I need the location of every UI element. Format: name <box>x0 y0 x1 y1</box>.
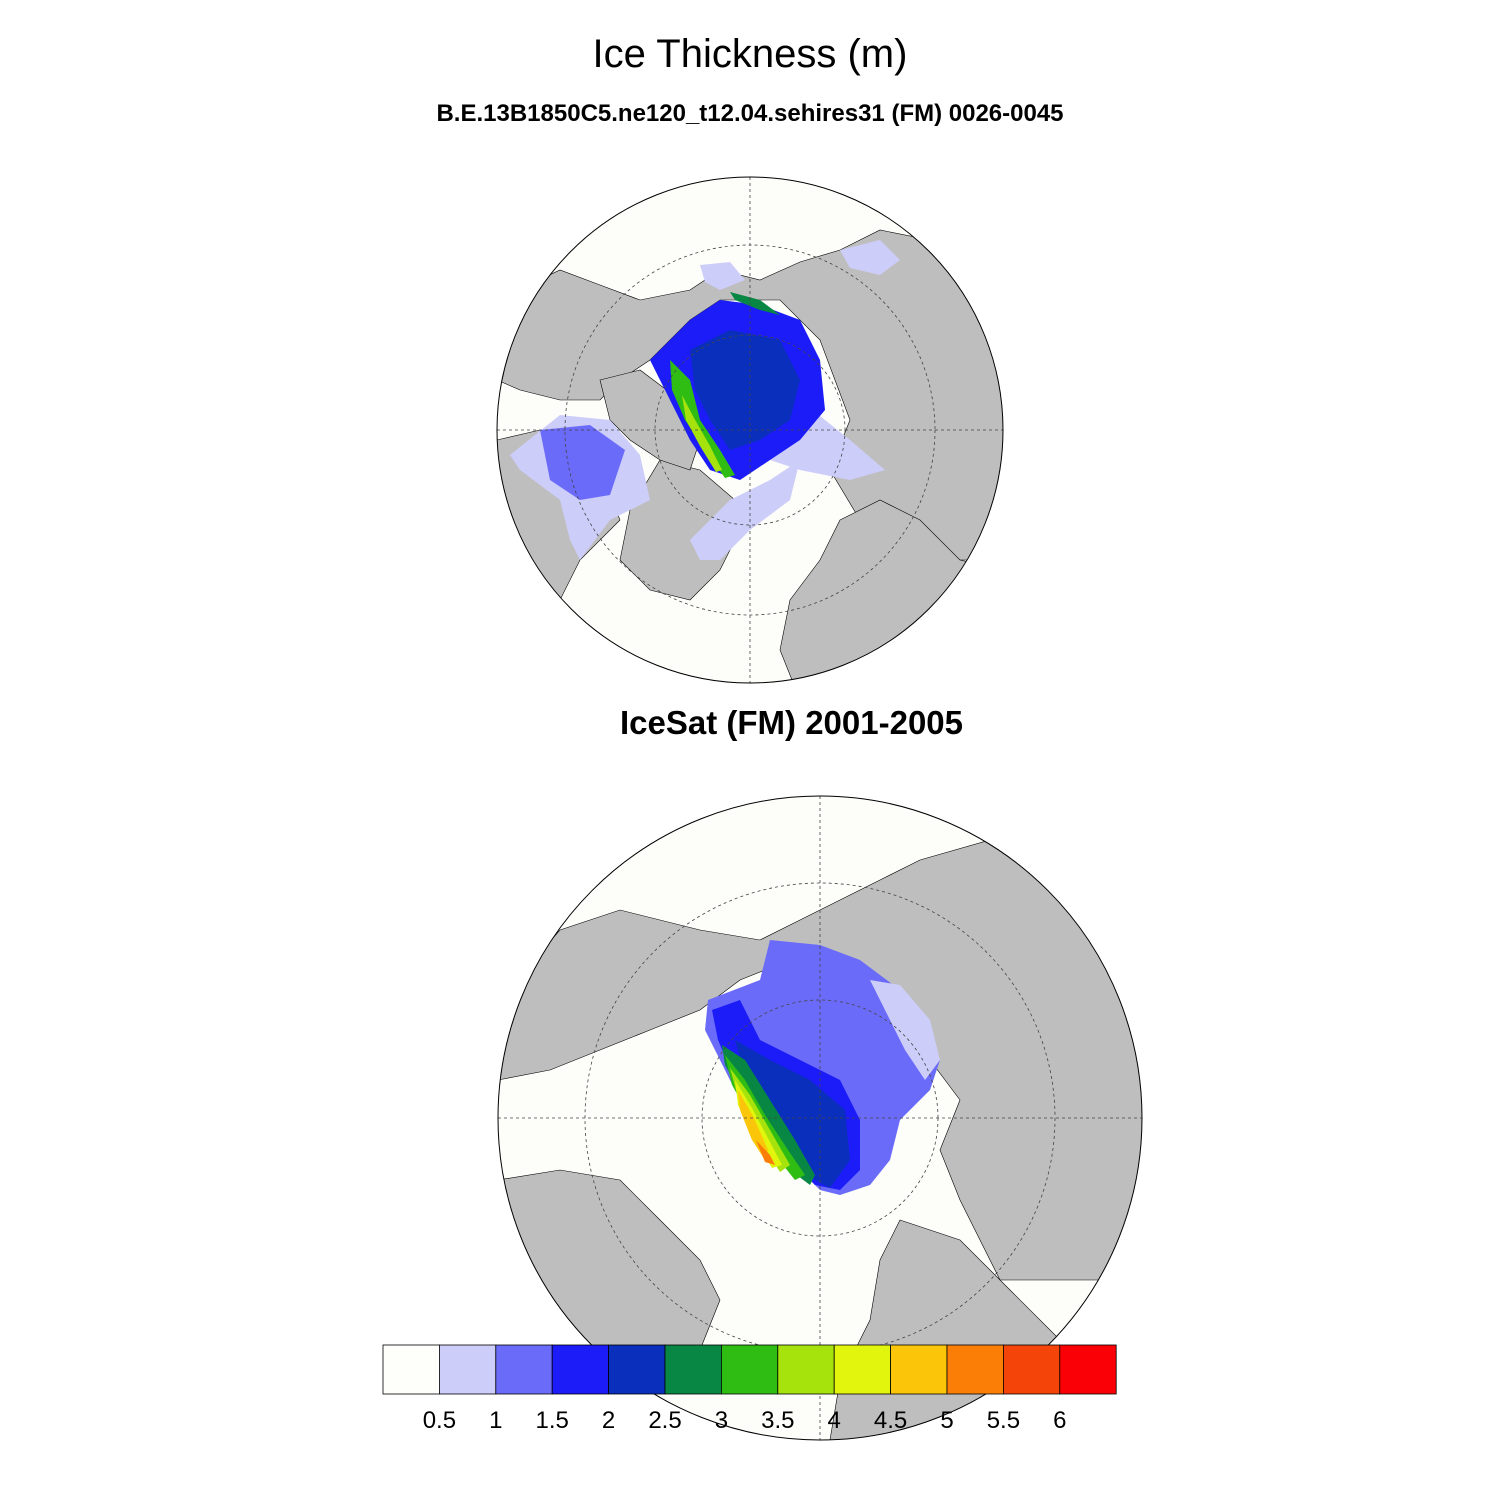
colorbar-tick-label: 3.5 <box>761 1407 794 1434</box>
panel2-map-border <box>497 795 1143 1441</box>
panel2-ice-3 <box>722 1045 815 1185</box>
colorbar-tick-label: 4.5 <box>874 1407 907 1434</box>
colorbar-swatch <box>664 1344 722 1395</box>
colorbar-swatch <box>438 1344 497 1395</box>
colorbar-swatch <box>946 1344 1004 1395</box>
colorbar-swatch <box>833 1344 892 1395</box>
panel1-ice-bering <box>730 292 780 315</box>
panel1-land-archipelago <box>599 369 701 471</box>
colorbar-tick-label: 5 <box>940 1407 953 1434</box>
panel2-map <box>497 795 1143 1441</box>
panel1-ice-thick <box>690 330 800 450</box>
colorbar-swatch <box>1003 1344 1061 1395</box>
panel1-ice-green <box>670 360 735 478</box>
colorbar-tick-label: 3 <box>715 1407 728 1434</box>
panel2-ice-5 <box>738 1090 768 1160</box>
panel1-ice-1 <box>540 425 625 500</box>
colorbar-tick-label: 6 <box>1053 1407 1066 1434</box>
panel1-map <box>496 176 1004 684</box>
colorbar-swatch <box>1059 1344 1117 1395</box>
panel2-ice-35 <box>725 1055 805 1180</box>
panel1-map-border <box>496 176 1004 684</box>
colorbar-tick-label: 4 <box>828 1407 841 1434</box>
panel2-land-north <box>498 839 1142 1281</box>
panel2-ice-45 <box>735 1080 782 1168</box>
colorbar-swatch <box>495 1344 553 1395</box>
colorbar-tick-label: 5.5 <box>987 1407 1020 1434</box>
colorbar-tick-label: 1 <box>489 1407 502 1434</box>
panel1-ice-okhotsk <box>840 240 900 275</box>
colorbar: 0.5 1 1.5 2 2.5 3 3.5 4 4.5 5 5.5 6 <box>382 1344 1117 1434</box>
panel2-ice-25 <box>735 1040 850 1188</box>
panel1-ice-hudson <box>700 262 745 290</box>
colorbar-swatch <box>721 1344 779 1395</box>
panel1-ice-atlantic <box>690 460 800 560</box>
colorbar-swatch <box>551 1344 610 1395</box>
panel2-ice-thin-edge <box>870 980 940 1080</box>
colorbar-swatch <box>777 1344 835 1395</box>
colorbar-tick-label: 0.5 <box>423 1407 456 1434</box>
panel1-land-greenland <box>619 459 741 601</box>
panel2-ice-55 <box>756 1140 775 1165</box>
colorbar-swatch <box>382 1344 440 1395</box>
colorbar-tick-label: 2.5 <box>648 1407 681 1434</box>
colorbar-tick-label: 1.5 <box>536 1407 569 1434</box>
colorbar-swatch <box>608 1344 666 1395</box>
figure-title: Ice Thickness (m) <box>592 32 908 76</box>
panel1-title: B.E.13B1850C5.ne120_t12.04.sehires31 (FM… <box>436 100 1064 127</box>
colorbar-tick-label: 2 <box>602 1407 615 1434</box>
colorbar-swatch <box>890 1344 948 1395</box>
panel2-ice-4 <box>730 1068 790 1172</box>
panel1-ice-yellow <box>682 395 722 472</box>
panel2-title: IceSat (FM) 2001-2005 <box>620 704 964 741</box>
